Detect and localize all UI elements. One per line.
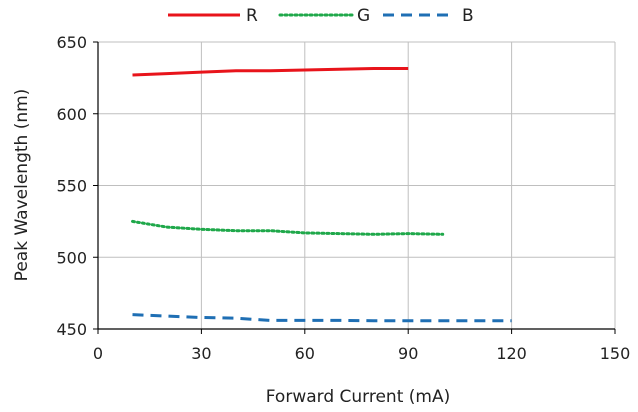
grid — [98, 41, 616, 329]
series-line-G — [131, 219, 445, 236]
y-tick-label: 450 — [56, 320, 87, 339]
y-tick-label: 500 — [56, 248, 87, 267]
y-tick-label: 600 — [56, 105, 87, 124]
legend-label-B: B — [462, 6, 474, 26]
y-axis-title: Peak Wavelength (nm) — [12, 89, 32, 282]
x-tick-label: 120 — [496, 344, 527, 363]
x-tick-label: 60 — [295, 344, 315, 363]
legend-label-R: R — [246, 6, 258, 26]
x-tick-label: 90 — [398, 344, 418, 363]
y-tick-label: 650 — [56, 33, 87, 52]
series-line-R — [132, 67, 409, 77]
tick-labels: 0 30 60 90 120 150 450 500 550 600 650 — [56, 33, 630, 363]
x-tick-label: 30 — [191, 344, 211, 363]
x-tick-label: 0 — [93, 344, 103, 363]
y-tick-label: 550 — [56, 177, 87, 196]
legend-label-G: G — [357, 6, 370, 26]
axes — [93, 41, 616, 334]
x-axis-title: Forward Current (mA) — [266, 387, 450, 407]
x-tick-label: 150 — [600, 344, 631, 363]
series-lines — [131, 67, 512, 323]
series-line-B — [132, 313, 512, 323]
